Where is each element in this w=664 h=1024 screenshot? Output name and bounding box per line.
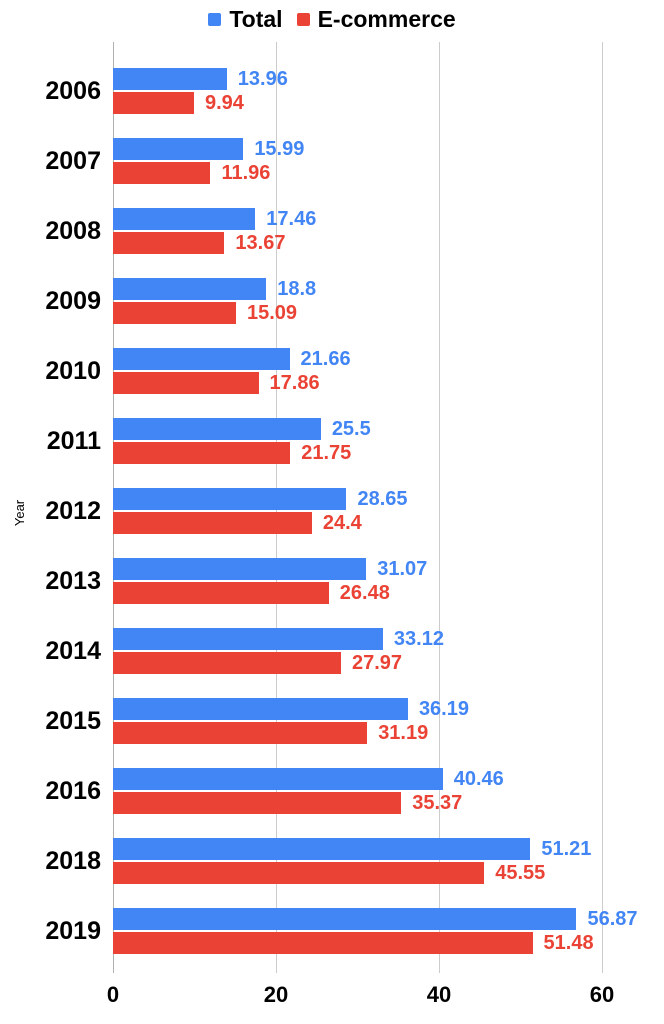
- value-label-e-commerce-2010: 17.86: [269, 372, 320, 395]
- value-label-e-commerce-2009: 15.09: [246, 302, 298, 325]
- category-label-2007: 2007: [45, 146, 101, 175]
- legend-item-total: Total: [208, 6, 283, 33]
- bar-total-2006: [113, 67, 227, 90]
- category-label-2010: 2010: [45, 356, 101, 385]
- bar-e-commerce-2010: [113, 372, 259, 395]
- value-label-e-commerce-2006: 9.94: [205, 92, 244, 114]
- x-tick-label-20: 20: [263, 982, 289, 1007]
- gridline-40: [439, 42, 440, 973]
- value-label-total-2016: 40.46: [453, 767, 504, 790]
- value-label-total-2011: 25.5: [331, 417, 371, 440]
- bar-total-2012: [113, 487, 347, 510]
- bar-e-commerce-2012: [113, 512, 312, 535]
- bar-total-2018: [113, 837, 531, 860]
- category-label-2018: 2018: [45, 846, 101, 875]
- bar-total-2010: [113, 347, 290, 370]
- value-label-e-commerce-2012: 24.4: [322, 512, 362, 535]
- bar-total-2014: [113, 627, 383, 650]
- bar-e-commerce-2015: [113, 722, 368, 745]
- plot-area: 13.96 9.94 15.99 11.96 17.46 13.67 18.8 15.09 21…: [113, 42, 662, 973]
- value-label-e-commerce-2013: 26.48: [339, 582, 390, 605]
- category-label-2014: 2014: [45, 636, 101, 665]
- x-tick-label-60: 60: [589, 982, 615, 1007]
- category-label-2015: 2015: [45, 706, 101, 735]
- bar-e-commerce-2007: [113, 162, 211, 185]
- value-label-total-2006: 13.96: [237, 67, 288, 90]
- value-label-e-commerce-2014: 27.97: [351, 652, 403, 675]
- x-axis: 0 20 40 60: [107, 982, 662, 1014]
- category-label-2009: 2009: [45, 286, 101, 315]
- bar-total-2013: [113, 557, 367, 580]
- x-tick-label-0: 0: [106, 982, 120, 1007]
- category-label-2006: 2006: [45, 76, 101, 105]
- value-label-e-commerce-2011: 21.75: [301, 442, 352, 465]
- bar-total-2015: [113, 697, 408, 720]
- bar-e-commerce-2013: [113, 582, 329, 605]
- value-label-total-2009: 18.8: [277, 277, 317, 300]
- legend-label-ecommerce: E-commerce: [317, 6, 456, 32]
- legend-swatch-ecommerce-icon: [296, 13, 310, 26]
- category-label-2008: 2008: [45, 216, 101, 245]
- category-label-2019: 2019: [45, 916, 101, 945]
- value-label-total-2015: 36.19: [418, 697, 469, 720]
- value-label-e-commerce-2007: 11.96: [221, 162, 271, 185]
- x-tick-label-40: 40: [426, 982, 452, 1007]
- bar-e-commerce-2006: [113, 92, 194, 114]
- bar-e-commerce-2011: [113, 442, 291, 465]
- legend-item-ecommerce: E-commerce: [296, 6, 456, 33]
- value-label-total-2012: 28.65: [357, 487, 408, 510]
- category-label-2012: 2012: [45, 496, 101, 525]
- value-label-total-2019: 56.87: [587, 907, 638, 930]
- bar-total-2009: [113, 277, 267, 300]
- category-labels: 2006 2007 2008 2009 2010 2011 2012 2013 2014 2015…: [0, 42, 101, 973]
- value-label-total-2010: 21.66: [300, 347, 351, 370]
- value-label-e-commerce-2015: 31.19: [378, 722, 429, 745]
- bar-total-2008: [113, 207, 256, 230]
- value-label-total-2007: 15.99: [254, 137, 305, 160]
- value-label-total-2018: 51.21: [541, 837, 592, 860]
- value-label-e-commerce-2019: 51.48: [543, 932, 594, 955]
- value-label-total-2008: 17.46: [266, 207, 317, 230]
- legend-label-total: Total: [229, 6, 283, 32]
- legend: Total E-commerce: [0, 6, 664, 33]
- gridline-60: [602, 42, 603, 973]
- bar-total-2019: [113, 907, 577, 930]
- bar-e-commerce-2009: [113, 302, 236, 325]
- value-label-e-commerce-2008: 13.67: [235, 232, 286, 255]
- legend-swatch-total-icon: [208, 13, 222, 26]
- value-label-e-commerce-2016: 35.37: [412, 792, 463, 815]
- value-label-total-2013: 31.07: [377, 557, 428, 580]
- bar-total-2007: [113, 137, 244, 160]
- bar-e-commerce-2008: [113, 232, 225, 255]
- bar-total-2011: [113, 417, 321, 440]
- bar-e-commerce-2019: [113, 932, 533, 955]
- bar-e-commerce-2016: [113, 792, 402, 815]
- category-label-2013: 2013: [45, 566, 101, 595]
- value-label-total-2014: 33.12: [393, 627, 444, 650]
- bar-e-commerce-2018: [113, 862, 485, 885]
- value-label-e-commerce-2018: 45.55: [495, 862, 546, 885]
- bar-total-2016: [113, 767, 443, 790]
- bar-e-commerce-2014: [113, 652, 341, 675]
- category-label-2016: 2016: [45, 776, 101, 805]
- category-label-2011: 2011: [46, 426, 101, 455]
